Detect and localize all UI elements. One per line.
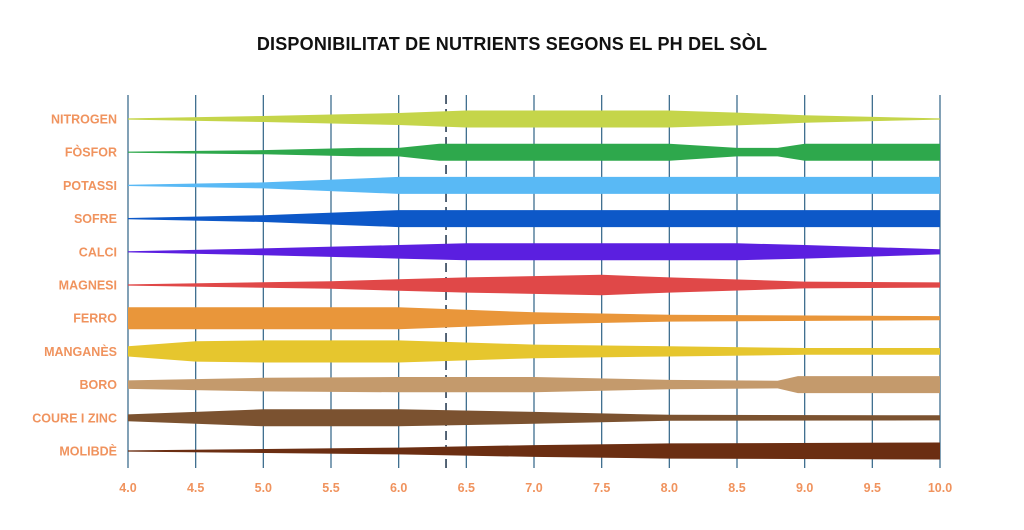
- row-label-5: MAGNESI: [59, 279, 117, 293]
- x-tick-label-5: 6.5: [458, 481, 475, 495]
- band-coure-i-zinc: [128, 409, 940, 427]
- x-tick-label-7: 7.5: [593, 481, 610, 495]
- row-label-2: POTASSI: [63, 179, 117, 193]
- band-calci: [128, 243, 940, 261]
- row-label-7: MANGANÈS: [44, 344, 117, 359]
- band-layer: [128, 110, 940, 460]
- band-ferro: [128, 307, 940, 330]
- band-potassi: [128, 176, 940, 194]
- row-label-6: FERRO: [73, 312, 117, 326]
- row-label-4: CALCI: [79, 245, 117, 259]
- x-tick-label-4: 6.0: [390, 481, 407, 495]
- row-label-10: MOLIBDÈ: [59, 444, 117, 459]
- band-molibd-: [128, 442, 940, 460]
- band-nitrogen: [128, 110, 940, 128]
- x-tick-label-12: 10.0: [928, 481, 952, 495]
- band-boro: [128, 376, 940, 394]
- x-tick-label-11: 9.5: [864, 481, 881, 495]
- band-mangan-s: [128, 340, 940, 363]
- band-f-sfor: [128, 143, 940, 161]
- row-label-3: SOFRE: [74, 212, 117, 226]
- row-label-1: FÒSFOR: [65, 145, 117, 160]
- row-label-0: NITROGEN: [51, 113, 117, 127]
- x-tick-label-9: 8.5: [728, 481, 745, 495]
- x-tick-label-2: 5.0: [255, 481, 272, 495]
- chart-title: DISPONIBILITAT DE NUTRIENTS SEGONS EL PH…: [256, 34, 768, 54]
- band-sofre: [128, 210, 940, 228]
- label-layer: NITROGEN FÒSFOR POTASSI SOFRE CALCI MAGNESI FE…: [32, 113, 117, 459]
- x-tick-label-6: 7.0: [525, 481, 542, 495]
- row-label-9: COURE I ZINC: [32, 411, 117, 425]
- row-label-8: BORO: [80, 378, 118, 392]
- tick-layer: 4.0 4.5 5.0 5.5 6.0 6.5 7.0 7.5 8.0 8.5 9.0 9.5 10.0: [119, 481, 952, 495]
- x-tick-label-0: 4.0: [119, 481, 136, 495]
- band-magnesi: [128, 274, 940, 296]
- x-tick-label-10: 9.0: [796, 481, 813, 495]
- x-tick-label-8: 8.0: [661, 481, 678, 495]
- x-tick-label-1: 4.5: [187, 481, 204, 495]
- x-tick-label-3: 5.5: [322, 481, 339, 495]
